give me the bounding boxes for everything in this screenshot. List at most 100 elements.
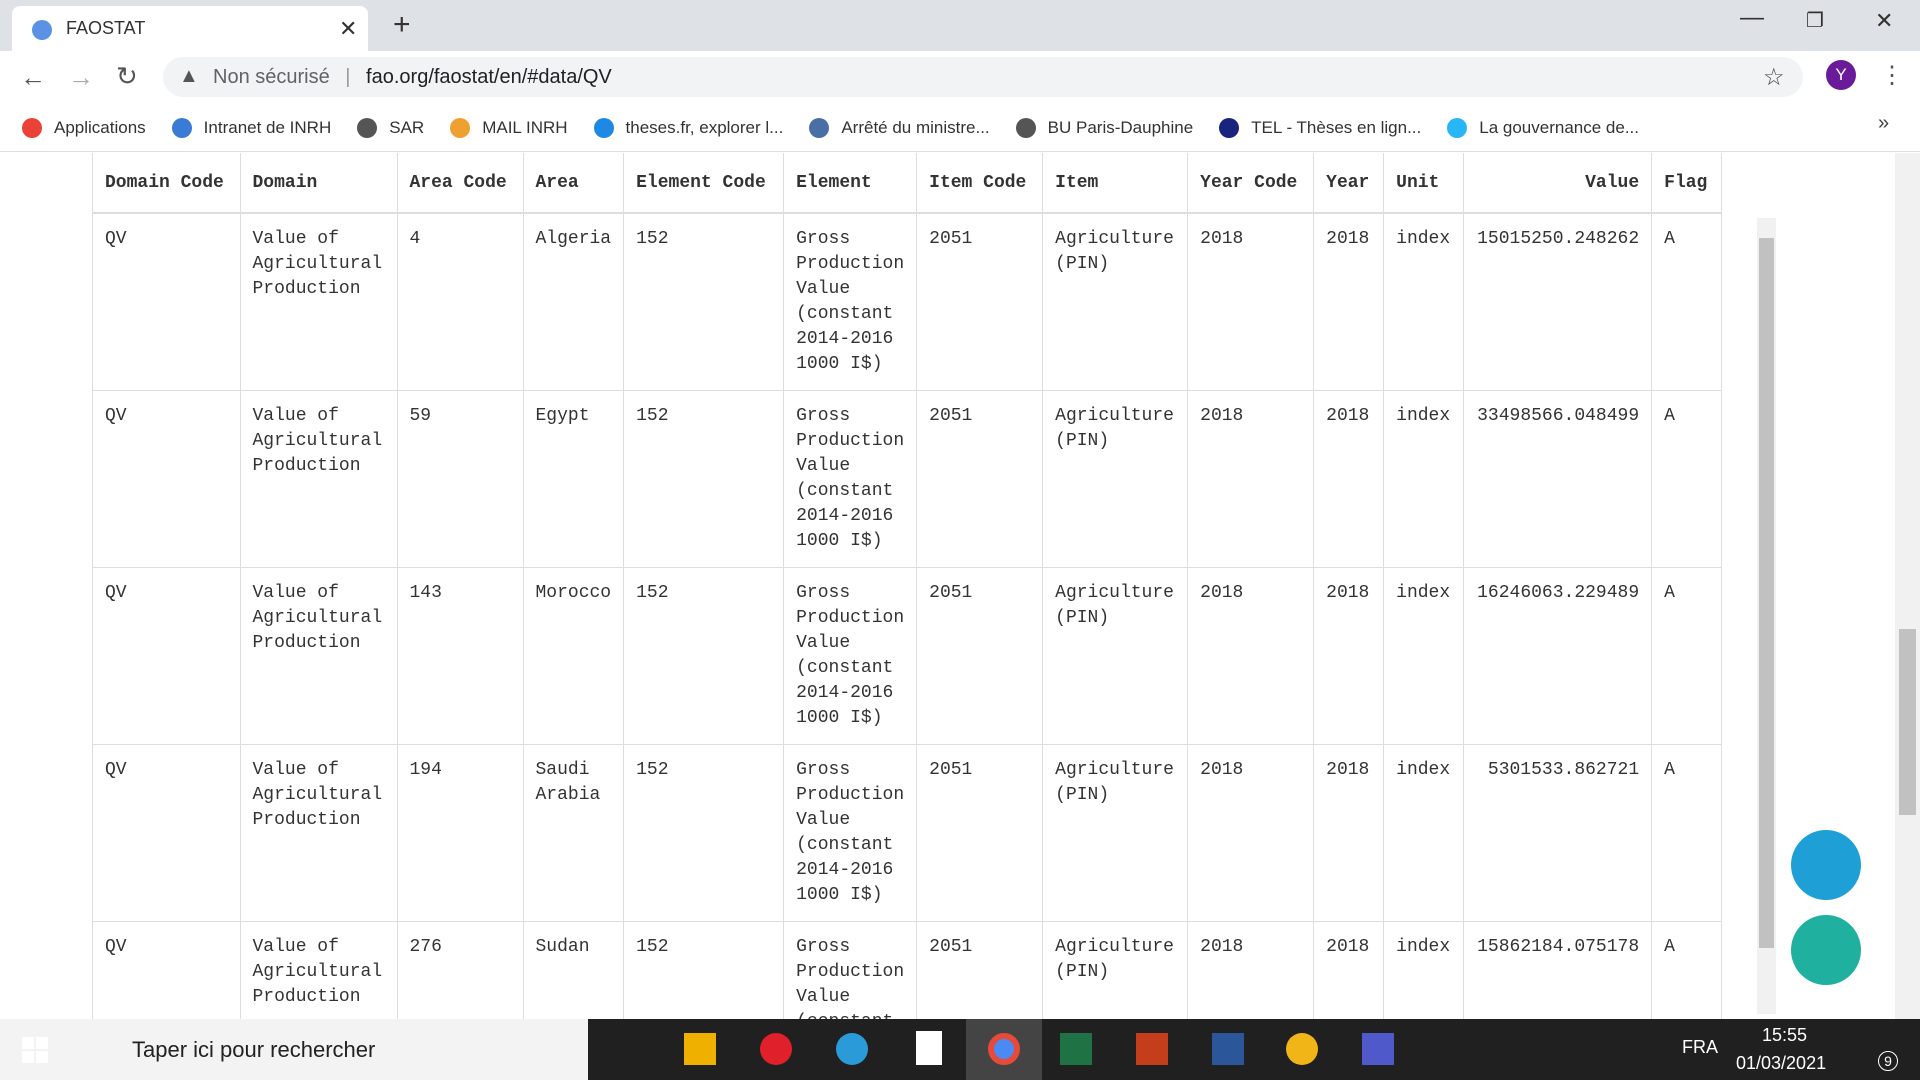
column-header[interactable]: Area Code <box>397 153 524 214</box>
table-cell: QV <box>93 567 241 745</box>
app-powerpoint[interactable] <box>1136 1033 1168 1065</box>
reload[interactable]: ↻ <box>116 61 138 91</box>
table-cell: Gross Production Value (constant 2014-20… <box>783 213 918 391</box>
bookmark-label: Intranet de INRH <box>203 117 332 137</box>
column-header[interactable]: Element Code <box>623 153 785 214</box>
table-cell: 2018 <box>1187 390 1315 568</box>
taskbar: Taper ici pour rechercher FRA 15:55 01/0… <box>0 1019 1920 1080</box>
table-cell: A <box>1651 744 1723 922</box>
chat-button[interactable] <box>1791 915 1861 985</box>
table-row: QV Value of Agricultural Production 143 Mor… <box>93 567 1723 745</box>
app-teams[interactable] <box>1362 1033 1394 1065</box>
table-scroll-thumb[interactable] <box>1759 238 1774 948</box>
table-cell: 194 <box>397 744 524 922</box>
tab-title: FAOSTAT <box>66 18 146 38</box>
table-cell: 2018 <box>1313 567 1385 745</box>
table-cell: Agriculture (PIN) <box>1042 213 1189 391</box>
table-cell: Algeria <box>523 213 625 391</box>
table-cell: 152 <box>623 744 785 922</box>
table-cell: index <box>1383 567 1465 745</box>
page-scroll-thumb[interactable] <box>1899 629 1916 815</box>
table-cell: index <box>1383 390 1465 568</box>
table-cell: 33498566.048499 <box>1463 390 1653 568</box>
table-cell: Egypt <box>523 390 625 568</box>
bookmark-label: BU Paris-Dauphine <box>1047 117 1194 137</box>
bookmark[interactable]: BU Paris-Dauphine <box>1015 117 1194 138</box>
column-header[interactable]: Flag <box>1651 153 1723 214</box>
minimize[interactable]: — <box>1740 4 1764 31</box>
security-label: Non sécurisé <box>213 66 330 88</box>
bookmarks-more[interactable]: » <box>1878 112 1890 134</box>
bookmark-icon <box>357 117 378 138</box>
table-row: QV Value of Agricultural Production 59 Egyp… <box>93 390 1723 568</box>
bookmark-icon <box>1219 117 1240 138</box>
bookmark-icon <box>1015 117 1036 138</box>
column-header[interactable]: Year Code <box>1187 153 1315 214</box>
table-cell: Saudi Arabia <box>523 744 625 922</box>
start-button[interactable] <box>22 1037 48 1063</box>
search-box[interactable]: Taper ici pour rechercher <box>0 1019 588 1080</box>
back[interactable]: ← <box>20 62 46 92</box>
restore[interactable]: ❐ <box>1806 10 1824 32</box>
table-cell: Value of Agricultural Production <box>240 921 398 1019</box>
table-cell: 152 <box>623 567 785 745</box>
app-opera[interactable] <box>760 1033 792 1065</box>
column-header[interactable]: Domain Code <box>93 153 241 214</box>
menu[interactable]: ⋮ <box>1880 62 1904 89</box>
tab[interactable]: FAOSTAT ✕ <box>12 6 368 51</box>
bookmark[interactable]: Arrêté du ministre... <box>809 117 990 138</box>
new-tab[interactable]: + <box>393 8 411 41</box>
bookmark-label: Applications <box>54 117 146 137</box>
profile[interactable]: Y <box>1826 60 1856 90</box>
column-header[interactable]: Domain <box>240 153 398 214</box>
clock-time[interactable]: 15:55 <box>1762 1025 1808 1045</box>
app-chrome[interactable] <box>966 1019 1042 1080</box>
bookmark[interactable]: La gouvernance de... <box>1447 117 1639 138</box>
table-cell: Gross Production Value (constant 2014-20… <box>783 921 918 1019</box>
column-header[interactable]: Item Code <box>916 153 1044 214</box>
app-word[interactable] <box>1212 1033 1244 1065</box>
table-cell: 152 <box>623 390 785 568</box>
table-cell: Gross Production Value (constant 2014-20… <box>783 744 918 922</box>
column-header[interactable]: Value <box>1463 153 1653 214</box>
table-cell: 143 <box>397 567 524 745</box>
notification-count[interactable]: 9 <box>1878 1051 1898 1071</box>
table-cell: QV <box>93 390 241 568</box>
page-scrollbar[interactable] <box>1895 153 1920 1019</box>
tab-close[interactable]: ✕ <box>339 16 358 41</box>
bookmark[interactable]: theses.fr, explorer l... <box>593 117 783 138</box>
table-cell: Agriculture (PIN) <box>1042 567 1189 745</box>
bookmark[interactable]: SAR <box>357 117 424 138</box>
table-cell: index <box>1383 744 1465 922</box>
data-table: Domain Code Domain Area Code Area Element Co… <box>93 153 1723 1019</box>
column-header[interactable]: Element <box>783 153 918 214</box>
forward[interactable]: → <box>68 62 94 92</box>
feedback-button[interactable] <box>1791 830 1861 900</box>
bookmark[interactable]: MAIL INRH <box>450 117 568 138</box>
app-excel[interactable] <box>1060 1033 1092 1065</box>
column-header[interactable]: Item <box>1042 153 1189 214</box>
table-cell: Value of Agricultural Production <box>240 213 398 391</box>
table-cell: Agriculture (PIN) <box>1042 390 1189 568</box>
table-scrollbar[interactable] <box>1757 218 1776 1014</box>
bookmark-star[interactable]: ☆ <box>1763 64 1785 91</box>
bookmark[interactable]: Intranet de INRH <box>171 117 332 138</box>
app-vpn[interactable] <box>1286 1033 1318 1065</box>
warning-icon: ▲ <box>179 65 199 87</box>
app-notepad[interactable] <box>916 1031 942 1065</box>
column-header[interactable]: Unit <box>1383 153 1465 214</box>
omnibox[interactable]: ▲ Non sécurisé | fao.org/faostat/en/#dat… <box>163 57 1803 97</box>
input-language[interactable]: FRA <box>1682 1037 1718 1057</box>
url: fao.org/faostat/en/#data/QV <box>366 66 612 88</box>
bookmark[interactable]: TEL - Thèses en lign... <box>1219 117 1421 138</box>
app-edge[interactable] <box>836 1033 868 1065</box>
bookmark[interactable]: Applications <box>22 117 146 138</box>
table-cell: 2018 <box>1313 921 1385 1019</box>
table-cell: 15015250.248262 <box>1463 213 1653 391</box>
column-header[interactable]: Year <box>1313 153 1385 214</box>
clock-date[interactable]: 01/03/2021 <box>1736 1053 1827 1073</box>
column-header[interactable]: Area <box>523 153 625 214</box>
close[interactable]: ✕ <box>1875 8 1894 33</box>
app-explorer[interactable] <box>684 1033 716 1065</box>
